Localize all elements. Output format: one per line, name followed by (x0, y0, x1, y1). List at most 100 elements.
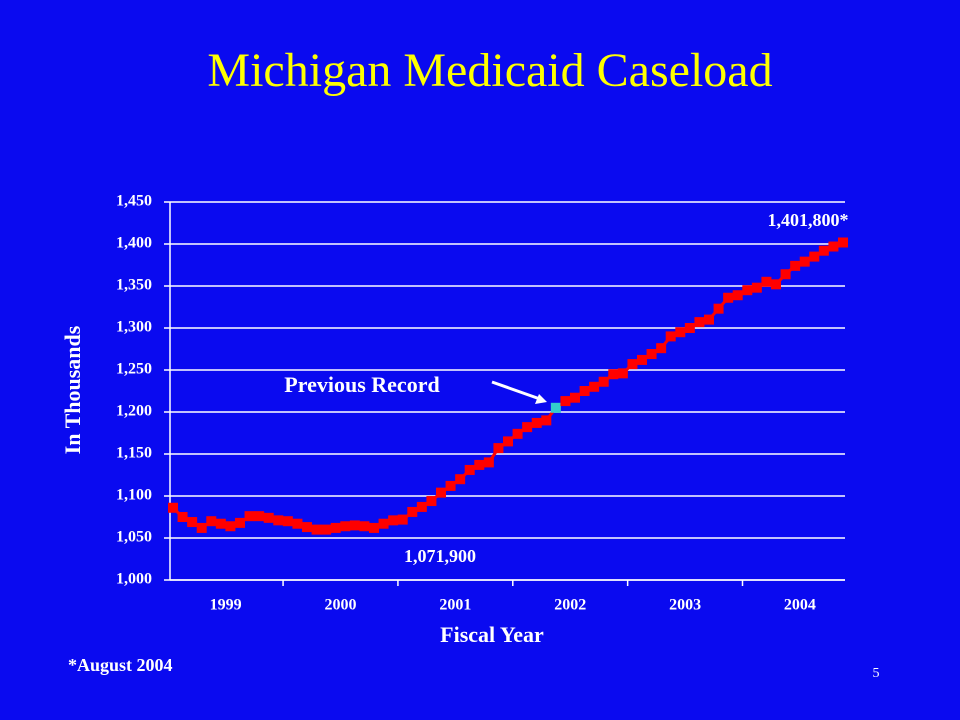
y-axis-title: In Thousands (60, 325, 85, 454)
data-point (416, 501, 427, 512)
annotation: 1,071,900 (404, 546, 476, 566)
y-tick-label: 1,250 (116, 361, 152, 378)
data-point (799, 256, 810, 267)
data-point (206, 516, 217, 527)
x-axis-title: Fiscal Year (440, 622, 544, 647)
data-point (780, 269, 791, 280)
x-tick-label: 2000 (325, 597, 357, 614)
data-point (321, 524, 332, 535)
y-tick-label: 1,300 (116, 319, 152, 336)
y-tick-label: 1,450 (116, 193, 152, 210)
x-tick-label: 1999 (210, 597, 242, 614)
data-point (168, 502, 178, 513)
data-point (589, 381, 600, 392)
data-point (215, 518, 226, 529)
data-point (838, 237, 848, 248)
y-tick-label: 1,400 (116, 235, 152, 252)
data-point (608, 369, 619, 380)
data-point (474, 459, 485, 470)
annotation-arrow (491, 380, 541, 401)
data-point (704, 314, 714, 325)
data-point (541, 415, 552, 426)
data-point (187, 517, 198, 528)
data-point (349, 520, 360, 531)
x-tick-label: 2001 (439, 597, 471, 614)
data-point (828, 241, 839, 252)
data-point (493, 443, 504, 454)
data-point (560, 396, 571, 407)
data-point (483, 457, 494, 468)
data-point (359, 521, 370, 532)
data-point (445, 480, 456, 491)
x-tick-label: 2002 (554, 597, 586, 614)
data-point (627, 359, 638, 370)
y-tick-label: 1,100 (116, 487, 152, 504)
footnote: *August 2004 (68, 655, 173, 675)
data-point (809, 251, 820, 262)
data-point (522, 422, 533, 433)
data-point (761, 276, 772, 287)
data-point (656, 343, 667, 354)
chart-title: Michigan Medicaid Caseload (207, 44, 772, 97)
data-point (282, 516, 293, 527)
data-point (254, 511, 265, 522)
data-point (723, 292, 734, 303)
data-point (771, 279, 781, 290)
data-point (713, 303, 724, 314)
data-point (292, 518, 303, 529)
data-point (694, 317, 705, 328)
data-point (407, 506, 418, 517)
data-point (369, 522, 379, 533)
plot: 1,000 1,050 1,100 1,150 1,200 1,250 1,300 1,350… (116, 193, 848, 614)
data-point (426, 496, 437, 507)
x-tick-label: 2004 (784, 597, 816, 614)
data-point (225, 521, 236, 532)
data-point (790, 260, 801, 271)
data-point (570, 392, 580, 403)
data-point (340, 521, 351, 532)
data-point (464, 464, 475, 475)
data-point (177, 512, 188, 522)
y-tick-label: 1,200 (116, 403, 152, 420)
data-point (512, 428, 523, 439)
data-point (617, 368, 628, 379)
y-tick-label: 1,150 (116, 445, 152, 462)
data-point (665, 331, 676, 342)
data-point (503, 436, 513, 447)
data-point (378, 518, 389, 529)
data-point (455, 474, 466, 485)
data-point (244, 511, 255, 522)
page-number: 5 (873, 666, 880, 681)
x-tick-label: 2003 (669, 597, 701, 614)
data-point (531, 417, 542, 428)
y-tick-label: 1,050 (116, 529, 152, 546)
data-point (751, 282, 762, 293)
data-point (330, 522, 341, 533)
data-point (742, 285, 753, 296)
annotation: Previous Record (284, 372, 439, 397)
data-point (273, 515, 284, 526)
data-point (436, 487, 446, 498)
data-point (263, 512, 274, 523)
data-point (818, 245, 829, 256)
data-point (637, 354, 647, 365)
data-point (550, 402, 561, 413)
data-point (302, 522, 312, 533)
data-point (311, 524, 322, 535)
annotation: 1,401,800* (768, 210, 849, 230)
data-point (579, 386, 590, 396)
data-point (598, 376, 609, 387)
data-point (684, 323, 695, 333)
data-point (675, 327, 686, 338)
arrow-head (535, 394, 547, 404)
data-point (397, 514, 408, 525)
data-point (235, 517, 245, 528)
data-point (388, 515, 399, 526)
data-point (196, 522, 207, 533)
data-point (732, 290, 743, 301)
y-tick-label: 1,350 (116, 277, 152, 294)
y-tick-label: 1,000 (116, 571, 152, 588)
